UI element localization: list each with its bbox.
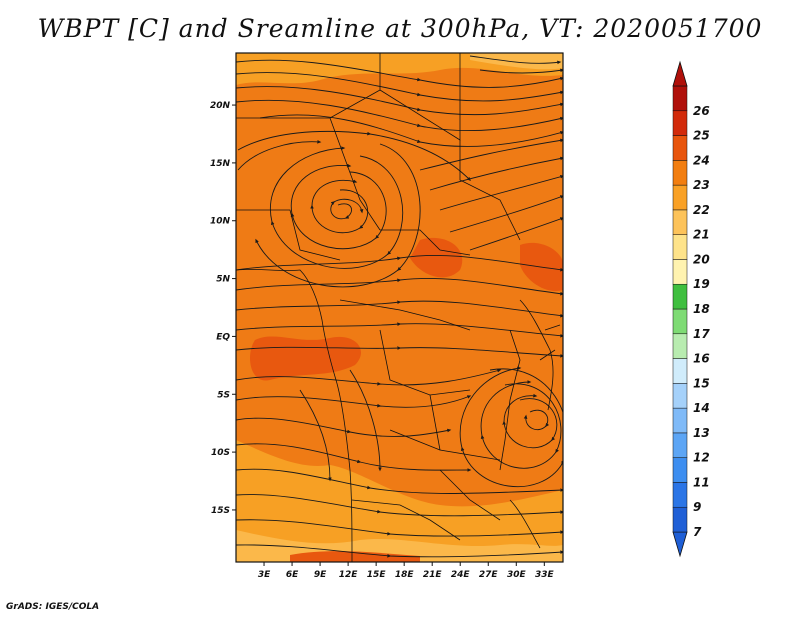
colorbar-swatch [672,432,688,458]
grads-credit: GrADS: IGES/COLA [6,602,100,612]
colorbar-swatch [672,333,688,359]
colorbar-swatch [672,85,688,112]
lat-tick-label: 10N [210,217,231,227]
streamline [236,322,563,338]
streamline [439,174,563,211]
colorbar-label: 25 [693,129,710,143]
streamline [236,468,563,494]
colorbar-label: 22 [693,203,710,217]
streamline [236,277,563,296]
streamline [236,544,563,558]
lat-tick-label: 20N [210,101,231,111]
lon-tick-label: 33E [535,570,555,580]
colorbar-swatch [672,283,688,310]
streamlines [236,55,563,558]
lon-tick-label: 3E [258,570,271,580]
colorbar-label: 14 [693,401,710,415]
streamline [236,254,563,272]
streamline [236,368,502,386]
colorbar: 7 9 11 12 13 14 15 16 17 18 19 20 21 22 23 24 25 26 [672,60,710,558]
colorbar-label: 9 [693,500,701,514]
colorbar-swatch [672,184,688,211]
colorbar-swatch [672,209,688,235]
colorbar-swatch [672,457,688,483]
colorbar-label: 24 [693,153,710,167]
lon-tick-label: 15E [367,570,387,580]
colorbar-label: 7 [693,525,702,539]
colorbar-swatch [672,135,688,161]
colorbar-swatch [672,383,688,409]
wbpt-field [236,53,563,562]
colorbar-label: 11 [693,475,710,489]
lat-tick-label: 10S [211,448,230,458]
lon-tick-label: 30E [507,570,527,580]
lon-tick-label: 27E [479,570,499,580]
streamline [299,389,332,482]
colorbar-swatch [672,308,688,335]
streamline [429,156,563,191]
streamline [236,300,563,318]
streamline [469,55,562,65]
colorbar-label: 13 [693,426,710,440]
colorbar-lower-arrow [672,531,688,558]
streamline [236,86,563,116]
streamline [419,138,563,171]
chart-title: WBPT [C] and Sreamline at 300hPa, VT: 20… [37,14,763,43]
streamline [236,417,452,437]
lon-tick-label: 21E [423,570,443,580]
streamline [479,68,563,74]
colorbar-label: 12 [693,451,710,465]
colorbar-label: 26 [693,104,710,118]
colorbar-upper-arrow [672,60,688,87]
latitude-axis: 20N 15N 10N 5N EQ 5S 10S 15S [210,101,236,516]
streamline [236,346,563,358]
lon-tick-label: 6E [286,570,299,580]
streamline [349,369,382,472]
map-frame [235,52,564,563]
colorbar-swatch [672,358,688,384]
colorbar-swatch [672,160,688,186]
lon-tick-label: 24E [451,570,471,580]
colorbar-label: 20 [693,252,710,266]
longitude-axis: 3E 6E 9E 12E 15E 18E 21E 24E 27E 30E 33E [258,562,555,580]
colorbar-label: 19 [693,277,710,291]
field-light-north [470,53,563,70]
colorbar-label: 16 [693,352,710,366]
streamline [236,494,563,517]
colorbar-label: 23 [693,178,710,192]
streamline [236,59,563,88]
streamline [236,519,563,537]
colorbar-swatch [672,259,688,285]
lat-tick-label: EQ [216,332,230,342]
colorbar-swatch [672,110,688,136]
streamline [236,72,563,102]
lon-tick-label: 18E [395,570,415,580]
streamline [236,99,563,132]
streamline [237,130,471,181]
colorbar-label: 15 [693,376,710,390]
colorbar-label: 17 [693,327,710,341]
lon-tick-label: 9E [314,570,327,580]
colorbar-swatch [672,234,688,260]
colorbar-swatch [672,482,688,508]
lat-tick-label: 5N [216,275,230,285]
streamline [237,140,322,171]
colorbar-label: 18 [693,302,710,316]
colorbar-swatch [672,506,688,533]
streamline [236,395,472,408]
lat-tick-label: 15N [210,159,231,169]
colorbar-swatch [672,407,688,434]
streamline [236,443,472,472]
colorbar-label: 21 [693,228,710,242]
streamline [449,195,563,233]
lat-tick-label: 5S [217,390,230,400]
country-borders [236,53,561,562]
lon-tick-label: 12E [339,570,359,580]
lat-tick-label: 15S [211,506,230,516]
